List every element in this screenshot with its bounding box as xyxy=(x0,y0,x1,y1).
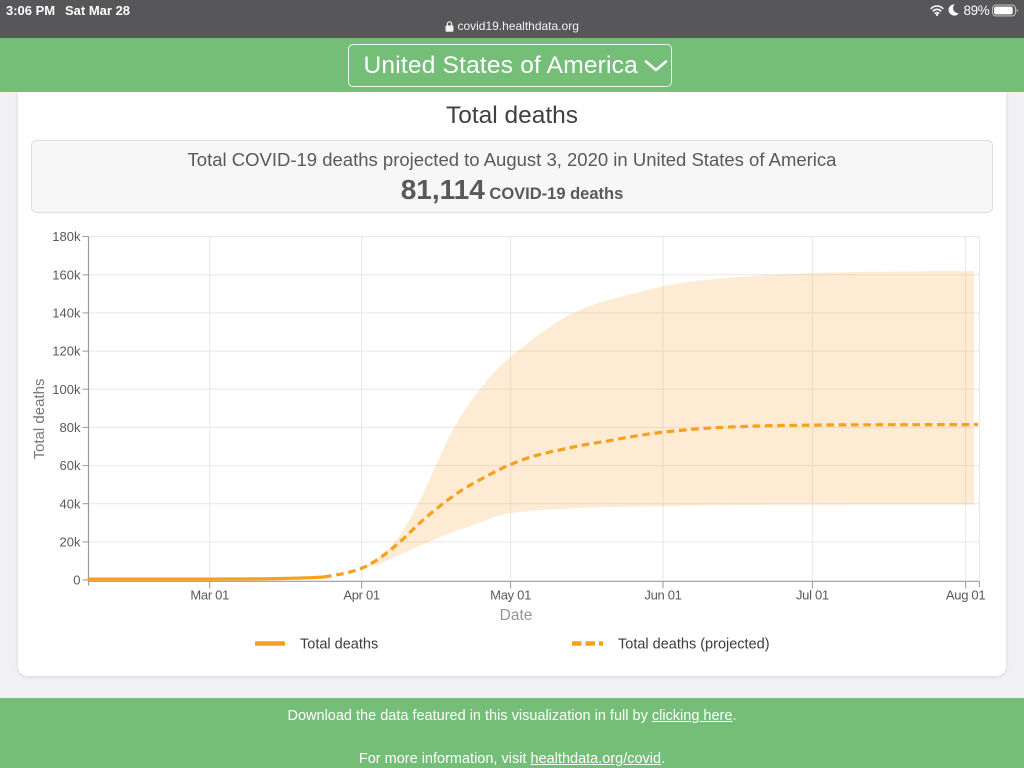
svg-text:20k: 20k xyxy=(60,535,81,550)
svg-text:Total deaths: Total deaths xyxy=(31,379,48,460)
svg-text:60k: 60k xyxy=(60,458,81,473)
svg-text:120k: 120k xyxy=(52,344,81,359)
svg-text:160k: 160k xyxy=(52,267,81,282)
svg-text:May 01: May 01 xyxy=(490,588,531,603)
svg-text:Total deaths (projected): Total deaths (projected) xyxy=(618,637,770,653)
svg-text:100k: 100k xyxy=(52,382,81,397)
svg-text:Mar 01: Mar 01 xyxy=(190,588,229,603)
svg-text:180k: 180k xyxy=(52,229,81,244)
svg-text:Aug 01: Aug 01 xyxy=(946,588,985,603)
svg-text:Jul 01: Jul 01 xyxy=(796,588,829,603)
svg-text:Date: Date xyxy=(500,607,533,624)
svg-text:Jun 01: Jun 01 xyxy=(644,588,681,603)
svg-text:40k: 40k xyxy=(60,496,81,511)
svg-text:Apr 01: Apr 01 xyxy=(343,588,380,603)
svg-text:80k: 80k xyxy=(60,420,81,435)
svg-text:140k: 140k xyxy=(52,306,81,321)
svg-text:Total deaths: Total deaths xyxy=(300,637,378,653)
svg-text:0: 0 xyxy=(73,573,80,588)
